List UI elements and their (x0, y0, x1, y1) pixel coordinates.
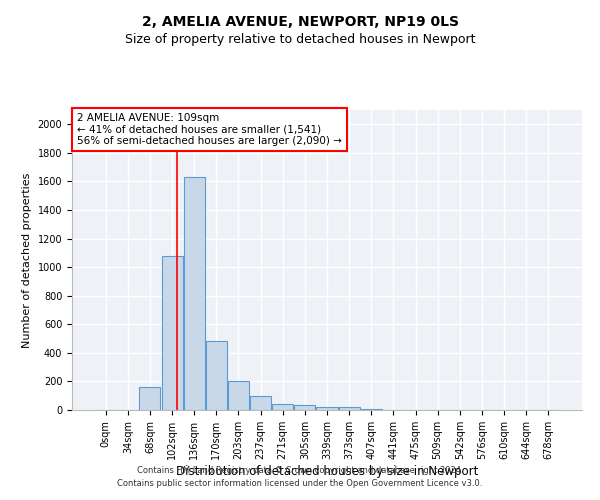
Bar (161, 256, 182, 410)
Bar (295, 405, 316, 410)
Bar (316, 407, 338, 410)
Bar (361, 408, 382, 410)
Text: 2, AMELIA AVENUE, NEWPORT, NP19 0LS: 2, AMELIA AVENUE, NEWPORT, NP19 0LS (142, 15, 458, 29)
Bar (139, 387, 160, 410)
Bar (228, 382, 249, 410)
Text: 2 AMELIA AVENUE: 109sqm
← 41% of detached houses are smaller (1,541)
56% of semi: 2 AMELIA AVENUE: 109sqm ← 41% of detache… (77, 113, 342, 146)
Bar (338, 407, 359, 410)
Y-axis label: Number of detached properties: Number of detached properties (22, 172, 32, 348)
Text: Contains HM Land Registry data © Crown copyright and database right 2024.
Contai: Contains HM Land Registry data © Crown c… (118, 466, 482, 487)
Text: Size of property relative to detached houses in Newport: Size of property relative to detached ho… (125, 32, 475, 46)
Bar (206, 342, 227, 410)
Bar (272, 404, 293, 410)
X-axis label: Distribution of detached houses by size in Newport: Distribution of detached houses by size … (176, 464, 478, 477)
Bar (184, 177, 205, 410)
Bar (250, 396, 271, 410)
